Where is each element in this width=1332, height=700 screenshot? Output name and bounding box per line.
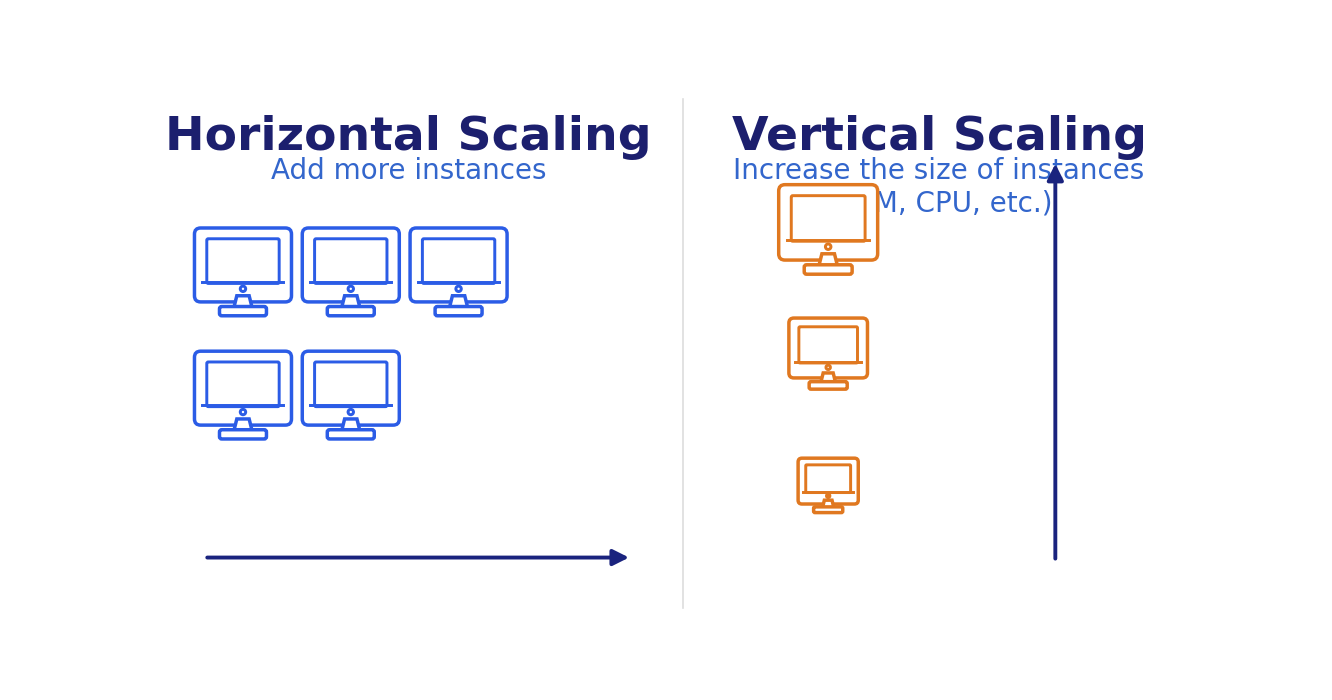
FancyBboxPatch shape — [798, 458, 858, 504]
FancyBboxPatch shape — [302, 228, 400, 302]
FancyBboxPatch shape — [806, 465, 851, 493]
FancyBboxPatch shape — [328, 307, 374, 316]
Text: Vertical Scaling: Vertical Scaling — [731, 115, 1147, 160]
FancyBboxPatch shape — [314, 362, 388, 407]
Polygon shape — [821, 373, 835, 383]
FancyBboxPatch shape — [814, 507, 843, 512]
Polygon shape — [233, 419, 252, 431]
Polygon shape — [449, 295, 468, 308]
FancyBboxPatch shape — [220, 307, 266, 316]
FancyBboxPatch shape — [194, 228, 292, 302]
Circle shape — [826, 365, 830, 370]
Text: Add more instances: Add more instances — [270, 157, 546, 185]
FancyBboxPatch shape — [220, 430, 266, 439]
Polygon shape — [341, 419, 360, 431]
FancyBboxPatch shape — [206, 239, 280, 284]
FancyBboxPatch shape — [789, 318, 867, 378]
Circle shape — [826, 244, 831, 249]
FancyBboxPatch shape — [314, 239, 388, 284]
FancyBboxPatch shape — [791, 196, 864, 242]
Text: Increase the size of instances
(RAM, CPU, etc.): Increase the size of instances (RAM, CPU… — [734, 157, 1144, 218]
Polygon shape — [233, 295, 252, 308]
FancyBboxPatch shape — [194, 351, 292, 425]
FancyBboxPatch shape — [328, 430, 374, 439]
FancyBboxPatch shape — [805, 265, 852, 274]
Polygon shape — [341, 295, 360, 308]
FancyBboxPatch shape — [809, 382, 847, 389]
Circle shape — [827, 494, 830, 498]
Circle shape — [240, 410, 245, 414]
FancyBboxPatch shape — [410, 228, 507, 302]
Circle shape — [456, 286, 461, 291]
Polygon shape — [822, 500, 834, 508]
Text: Horizontal Scaling: Horizontal Scaling — [165, 115, 651, 160]
FancyBboxPatch shape — [799, 327, 858, 363]
FancyBboxPatch shape — [302, 351, 400, 425]
FancyBboxPatch shape — [436, 307, 482, 316]
Circle shape — [348, 286, 353, 291]
FancyBboxPatch shape — [422, 239, 494, 284]
FancyBboxPatch shape — [206, 362, 280, 407]
FancyBboxPatch shape — [779, 185, 878, 260]
Circle shape — [240, 286, 245, 291]
Circle shape — [348, 410, 353, 414]
Polygon shape — [819, 254, 838, 267]
